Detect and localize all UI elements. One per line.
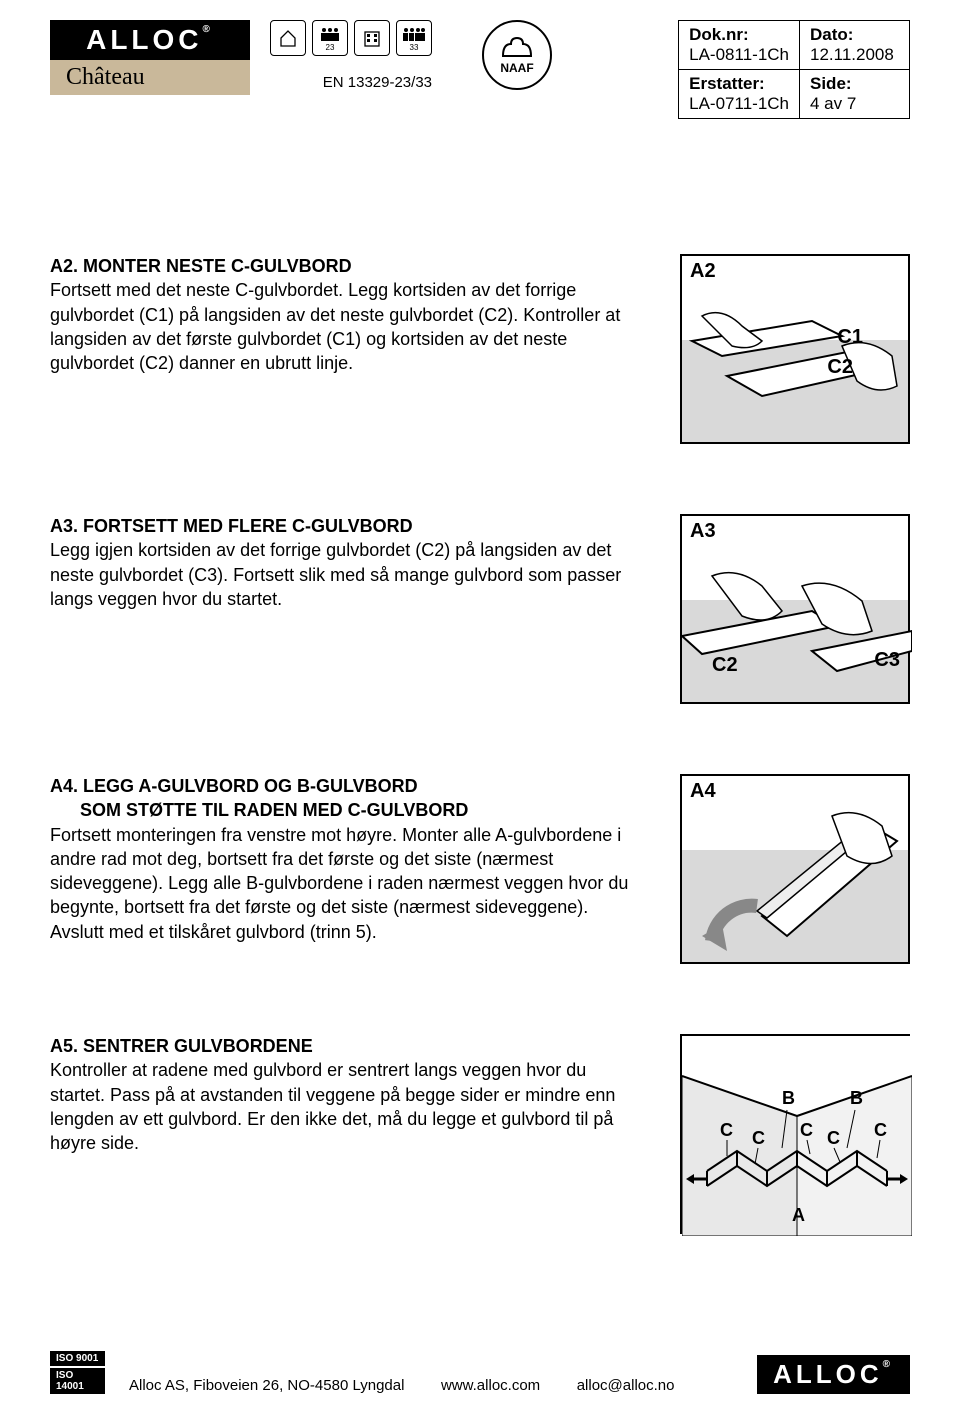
en-standard: EN 13329-23/33 bbox=[323, 74, 432, 214]
footer-email: alloc@alloc.no bbox=[577, 1377, 675, 1394]
dato-label: Dato: bbox=[810, 25, 853, 44]
side-label: Side: bbox=[810, 74, 852, 93]
footer-www: www.alloc.com bbox=[441, 1377, 540, 1394]
people-icon-23: 23 bbox=[312, 20, 348, 56]
naaf-text: NAAF bbox=[497, 61, 537, 75]
house-icon bbox=[270, 20, 306, 56]
icon-label-23: 23 bbox=[326, 43, 335, 52]
doknr-label: Dok.nr: bbox=[689, 25, 749, 44]
footer-address: Alloc AS, Fiboveien 26, NO-4580 Lyngdal bbox=[129, 1377, 404, 1394]
section-a2-text: A2. MONTER NESTE C-GULVBORD Fortsett med… bbox=[50, 254, 640, 444]
fig-a2-c1: C1 bbox=[837, 326, 863, 349]
svg-text:C: C bbox=[827, 1128, 840, 1148]
a2-body: Fortsett med det neste C-gulvbordet. Leg… bbox=[50, 280, 620, 373]
a4-title: A4. LEGG A-GULVBORD OG B-GULVBORD bbox=[50, 776, 418, 796]
svg-text:C: C bbox=[800, 1120, 813, 1140]
a3-title: A3. FORTSETT MED FLERE C-GULVBORD bbox=[50, 516, 413, 536]
iso-14001: ISO 14001 bbox=[50, 1368, 105, 1394]
section-a4-text: A4. LEGG A-GULVBORD OG B-GULVBORD SOM ST… bbox=[50, 774, 640, 964]
a4-subtitle: SOM STØTTE TIL RADEN MED C-GULVBORD bbox=[50, 798, 640, 822]
section-a2: A2. MONTER NESTE C-GULVBORD Fortsett med… bbox=[50, 254, 910, 444]
section-a5: A5. SENTRER GULVBORDENE Kontroller at ra… bbox=[50, 1034, 910, 1234]
doc-info-table: Dok.nr:LA-0811-1Ch Dato:12.11.2008 Ersta… bbox=[678, 20, 910, 119]
icon-label-33: 33 bbox=[410, 43, 419, 52]
svg-text:A: A bbox=[792, 1205, 805, 1225]
a3-body: Legg igjen kortsiden av det forrige gulv… bbox=[50, 540, 621, 609]
people-icon-33: 33 bbox=[396, 20, 432, 56]
svg-text:B: B bbox=[782, 1088, 795, 1108]
a2-title: A2. MONTER NESTE C-GULVBORD bbox=[50, 256, 352, 276]
erstatter-value: LA-0711-1Ch bbox=[689, 94, 789, 113]
usage-icons: 23 33 bbox=[270, 20, 432, 56]
doknr-value: LA-0811-1Ch bbox=[689, 45, 789, 64]
figure-a5: A5 B B C C bbox=[680, 1034, 910, 1234]
naaf-icon: NAAF bbox=[482, 20, 552, 90]
section-a3: A3. FORTSETT MED FLERE C-GULVBORD Legg i… bbox=[50, 514, 910, 704]
page-footer: ISO 9001 ISO 14001 Alloc AS, Fiboveien 2… bbox=[50, 1351, 910, 1394]
a5-title: A5. SENTRER GULVBORDENE bbox=[50, 1036, 313, 1056]
fig-a3-c2: C2 bbox=[712, 654, 738, 677]
building-icon bbox=[354, 20, 390, 56]
svg-text:C: C bbox=[720, 1120, 733, 1140]
iso-badges: ISO 9001 ISO 14001 bbox=[50, 1351, 105, 1394]
svg-text:C: C bbox=[874, 1120, 887, 1140]
fig-a3-c3: C3 bbox=[874, 649, 900, 672]
logo-chateau: Château bbox=[50, 60, 250, 95]
section-a4: A4. LEGG A-GULVBORD OG B-GULVBORD SOM ST… bbox=[50, 774, 910, 964]
footer-logo: ALLOC® bbox=[757, 1355, 910, 1394]
side-value: 4 av 7 bbox=[810, 94, 856, 113]
section-a3-text: A3. FORTSETT MED FLERE C-GULVBORD Legg i… bbox=[50, 514, 640, 704]
erstatter-label: Erstatter: bbox=[689, 74, 765, 93]
fig-a2-c2: C2 bbox=[827, 356, 853, 379]
logo-alloc: ALLOC® bbox=[50, 20, 250, 60]
svg-text:C: C bbox=[752, 1128, 765, 1148]
brand-logo: ALLOC® Château bbox=[50, 20, 250, 95]
a5-body: Kontroller at radene med gulvbord er sen… bbox=[50, 1060, 615, 1153]
iso-9001: ISO 9001 bbox=[50, 1351, 105, 1366]
page-header: ALLOC® Château 23 33 EN 13329-23/33 NAAF bbox=[50, 20, 910, 214]
figure-a2: A2 C1 C2 bbox=[680, 254, 910, 444]
section-a5-text: A5. SENTRER GULVBORDENE Kontroller at ra… bbox=[50, 1034, 640, 1234]
dato-value: 12.11.2008 bbox=[810, 45, 894, 64]
footer-logo-text: ALLOC bbox=[773, 1359, 883, 1389]
logo-alloc-text: ALLOC bbox=[86, 24, 202, 55]
figure-a4: A4 bbox=[680, 774, 910, 964]
svg-text:B: B bbox=[850, 1088, 863, 1108]
a4-body: Fortsett monteringen fra venstre mot høy… bbox=[50, 825, 628, 942]
figure-a3: A3 C2 C3 bbox=[680, 514, 910, 704]
